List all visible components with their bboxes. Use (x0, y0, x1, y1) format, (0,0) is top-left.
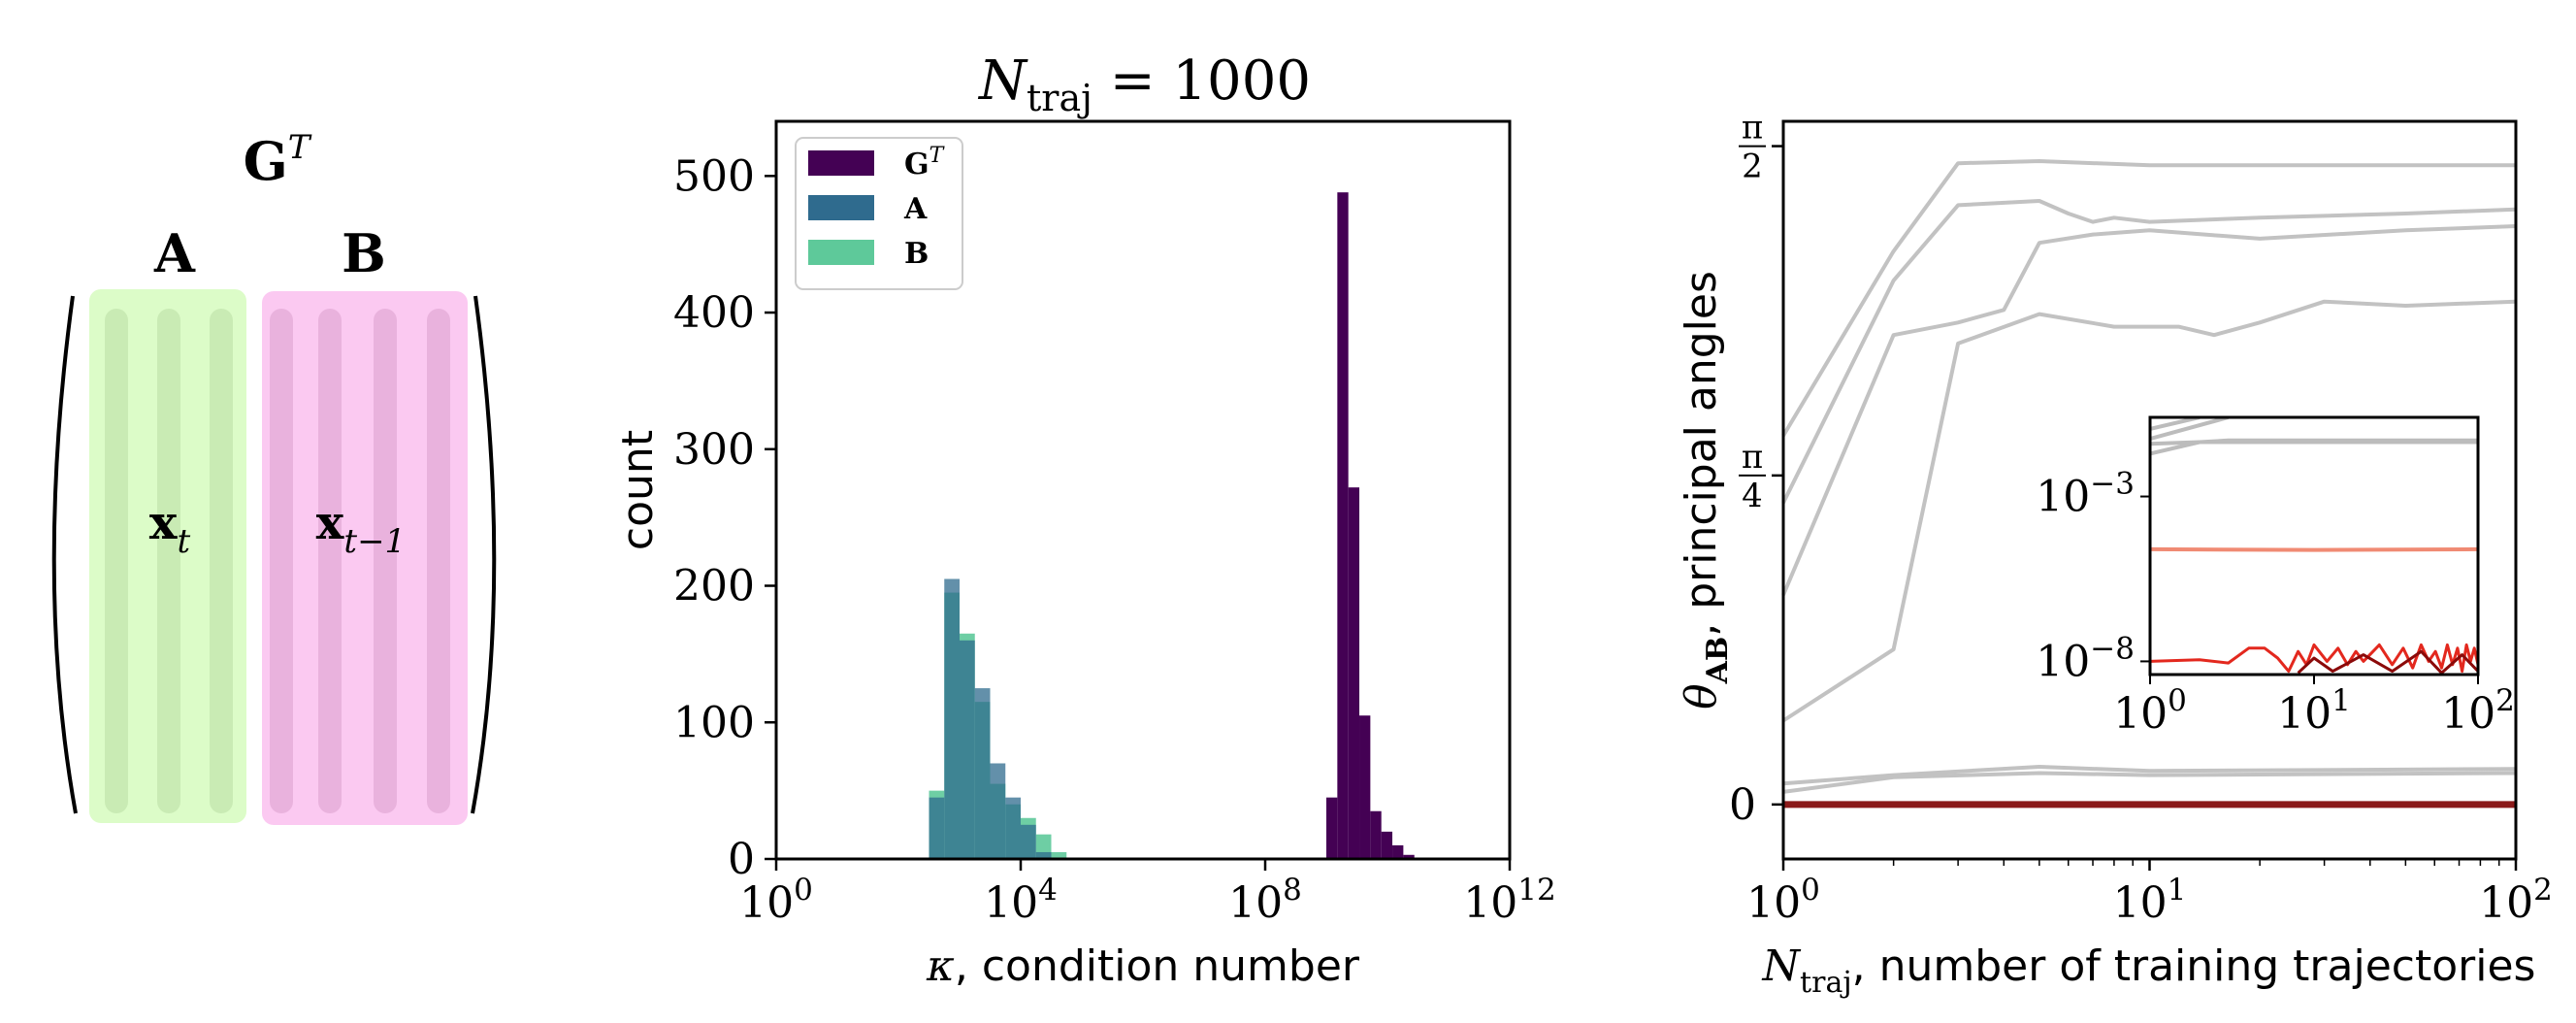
hist-bar-A (944, 578, 960, 859)
legend-swatch (808, 150, 874, 176)
hist-bar-A (960, 640, 975, 859)
histogram-x-label: κ, condition number (926, 941, 1360, 991)
inset-plot: 100 101 102 10−3 10−8 (2036, 415, 2515, 739)
inset-series-grey-1 (2150, 417, 2201, 431)
hist-y-tick-label: 0 (728, 835, 755, 884)
angle-series-angle-2 (1781, 199, 2517, 504)
hist-x-tick-label: 100 (739, 873, 813, 928)
histogram-bars (929, 192, 1415, 859)
angles-x-label: Ntraj, number of training trajectories (1762, 941, 2536, 1000)
histogram-panel: Ntraj = 1000 100 104 108 1012 0100200300400… (613, 50, 1556, 991)
angles-x-ticks: 100 101 102 (1746, 859, 2553, 928)
hist-bar-A (1021, 824, 1036, 859)
histogram-legend: GT AB (795, 137, 963, 290)
legend-entries: GT AB (808, 144, 946, 271)
hist-x-tick-label: 104 (984, 873, 1058, 928)
histogram-frame (774, 119, 1512, 861)
hist-y-tick-label: 300 (673, 425, 755, 475)
hist-y-tick-label: 200 (673, 562, 755, 611)
angle-series-angle-5 (1782, 765, 2517, 786)
block-a-vector: xt (149, 496, 191, 561)
legend-swatch (808, 195, 874, 220)
hist-bar-A (1005, 797, 1021, 859)
angles-x-tick-label: 102 (2479, 873, 2553, 928)
block-b-stripe (374, 309, 397, 813)
matrix-title: GT (244, 128, 312, 192)
hist-bar-GT (1348, 487, 1360, 859)
angle-lines (1781, 159, 2517, 808)
block-b-stripe (318, 309, 342, 813)
left-bracket (51, 295, 78, 814)
inset-x-tick-label: 102 (2441, 683, 2515, 739)
hist-y-tick-label: 400 (673, 288, 755, 338)
inset-background (2150, 417, 2478, 675)
legend-swatch (808, 240, 874, 265)
hist-x-tick-label: 1012 (1463, 873, 1555, 928)
angle-series-angle-6 (1782, 771, 2517, 794)
right-bracket (471, 295, 497, 814)
hist-bar-GT (1403, 854, 1415, 859)
inset-y-tick-label: 10−3 (2036, 467, 2135, 522)
block-b-stripe (270, 309, 293, 813)
block-b-stripe (427, 309, 450, 813)
histogram-x-ticks: 100 104 108 1012 (739, 859, 1556, 928)
hist-bar-B (1051, 851, 1067, 859)
inset-series-grey-2 (2150, 417, 2230, 442)
angles-x-tick-label: 100 (1746, 873, 1820, 928)
hist-bar-A (974, 688, 991, 859)
hist-bar-GT (1392, 844, 1404, 859)
hist-bar-GT (1326, 797, 1338, 859)
angles-x-tick-label: 101 (2113, 873, 2187, 928)
legend-label: GT (904, 144, 946, 182)
inset-series-grey-4 (2150, 440, 2478, 446)
inset-series-red-1 (2150, 643, 2478, 674)
block-b-label: B (342, 222, 386, 284)
hist-bar-A (990, 763, 1006, 859)
angles-y-tick-num: π (1742, 109, 1763, 148)
hist-y-tick-label: 500 (673, 151, 755, 201)
inset-y-tick-label: 10−8 (2036, 631, 2135, 686)
hist-x-tick-label: 108 (1228, 873, 1302, 928)
angles-y-tick-num: π (1742, 438, 1763, 477)
angle-series-angle-3 (1781, 224, 2517, 596)
block-a-stripe (157, 309, 180, 813)
hist-bar-A (1035, 851, 1052, 859)
block-a-label: A (153, 222, 196, 284)
legend-label: A (903, 192, 928, 226)
hist-bar-GT (1337, 192, 1349, 859)
block-a-stripe (105, 309, 128, 813)
inset-x-tick-label: 101 (2277, 683, 2351, 739)
angles-y-tick-den: 4 (1742, 477, 1763, 515)
block-b-vector: xt−1 (316, 496, 406, 561)
angle-series-angle-1 (1781, 159, 2516, 437)
matrix-diagram: GT A B xt xt−1 (51, 128, 497, 825)
hist-bar-GT (1370, 810, 1382, 859)
angle-series-angle-4 (1781, 299, 2517, 723)
hist-bar-GT (1381, 831, 1393, 859)
histogram-y-label: count (613, 430, 663, 550)
angles-y-label: θAB, principal angles (1677, 271, 1735, 710)
histogram-y-ticks: 0 100 200 300 400 500 (673, 151, 776, 884)
hist-y-tick-label: 100 (673, 698, 755, 747)
inset-x-ticks: 100 101 102 (2113, 675, 2515, 739)
block-b-stripes (270, 309, 450, 813)
histogram-title: Ntraj = 1000 (977, 50, 1311, 119)
angles-y-tick-label: 0 (1729, 780, 1756, 830)
legend-label: B (904, 237, 929, 271)
inset-x-tick-label: 100 (2113, 683, 2187, 739)
inset-series-salmon (2150, 546, 2478, 552)
hist-bar-A (929, 797, 945, 859)
inset-y-ticks: 10−3 10−8 (2036, 467, 2150, 686)
angles-y-tick-den: 2 (1742, 148, 1763, 186)
inset-lines (2150, 417, 2478, 675)
inset-series-red-2 (2297, 649, 2478, 675)
block-b (262, 291, 468, 825)
block-a-stripes (105, 309, 233, 813)
hist-bar-GT (1359, 715, 1371, 859)
block-a-stripe (210, 309, 233, 813)
